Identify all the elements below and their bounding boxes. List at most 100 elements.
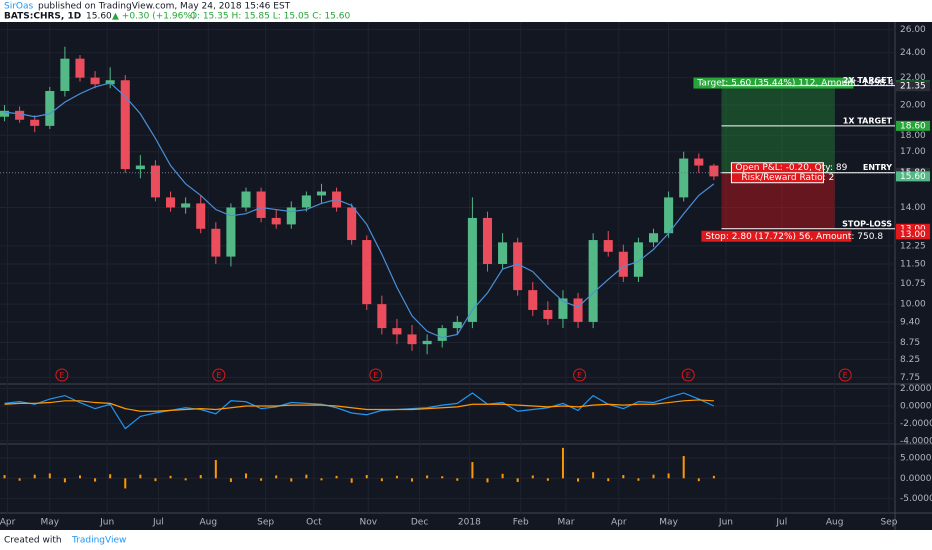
candle-body — [679, 158, 689, 198]
x-tick-label: Sep — [880, 518, 897, 528]
candle-body — [30, 119, 40, 126]
author[interactable]: SirOas — [4, 2, 34, 12]
histogram-bar — [546, 478, 549, 481]
histogram-bar — [63, 478, 66, 483]
histogram-bar — [607, 478, 610, 482]
y-tick-label: 11.50 — [900, 259, 926, 269]
histogram-bar — [516, 478, 519, 482]
price-tag-label: 18.60 — [900, 121, 926, 131]
histogram-bar — [94, 478, 97, 482]
histogram-bar — [229, 478, 232, 482]
price-tag — [896, 120, 930, 131]
histogram-bar — [275, 475, 278, 479]
y-tick-label: 18.00 — [900, 131, 926, 141]
header-bar — [0, 0, 932, 22]
histogram-bar — [154, 478, 157, 482]
x-tick-label: Apr — [611, 518, 627, 528]
histogram-bar — [652, 474, 655, 479]
y-tick-label: -5.0000 — [900, 494, 932, 504]
candle-body — [226, 207, 236, 257]
y-tick-label: 17.00 — [900, 147, 926, 157]
candle-body — [467, 217, 477, 322]
x-tick-label: May — [41, 518, 60, 528]
footer-brand[interactable]: TradingView — [71, 536, 126, 546]
candle-body — [558, 298, 568, 319]
histogram-bar — [124, 478, 127, 489]
histogram-bar — [320, 478, 323, 481]
price-tag — [896, 223, 930, 234]
target-label-box — [693, 77, 854, 89]
candle-body — [301, 195, 311, 208]
histogram-bar — [3, 475, 6, 479]
x-tick-label: Jul — [775, 518, 787, 528]
histogram-bar — [335, 475, 338, 479]
y-tick-label: -4.0000 — [900, 436, 932, 446]
earnings-marker — [369, 368, 383, 382]
price-tag — [896, 171, 930, 182]
histogram-bar — [245, 473, 248, 479]
candle-body — [452, 321, 462, 329]
x-tick-label: Nov — [359, 518, 377, 528]
y-tick-label: 0.0000 — [900, 474, 932, 484]
histogram-bar — [350, 478, 353, 483]
stop-label-box — [701, 230, 852, 242]
histogram-bar — [682, 455, 685, 479]
level-label: 1X TARGET — [843, 116, 893, 125]
candle-body — [166, 197, 176, 208]
x-tick-label: Jul — [152, 518, 164, 528]
candle-body — [241, 191, 251, 208]
histogram-bar — [577, 478, 580, 482]
candle-body — [362, 240, 372, 305]
histogram-bar — [637, 478, 640, 481]
candle-body — [15, 110, 25, 120]
histogram-bar — [441, 476, 444, 479]
histogram-bar — [456, 478, 459, 481]
x-tick-label: Aug — [826, 518, 844, 528]
line-series — [4, 392, 715, 430]
histogram-bar — [260, 478, 263, 481]
histogram-bar — [305, 474, 308, 479]
candle-body — [256, 191, 266, 218]
y-tick-label: 20.00 — [900, 101, 926, 111]
candle-body — [422, 340, 432, 345]
candle-body — [664, 197, 674, 234]
earnings-marker — [838, 368, 852, 382]
candle-body — [392, 328, 402, 335]
y-tick-label: 7.75 — [900, 373, 920, 383]
histogram-bar — [380, 478, 383, 482]
histogram-bar — [109, 474, 112, 479]
candle-body — [709, 165, 719, 177]
earnings-label: E — [216, 371, 221, 380]
x-tick-label: 2018 — [458, 518, 481, 528]
y-tick-label: 9.40 — [900, 317, 920, 327]
candle-body — [120, 80, 130, 170]
histogram-bar — [501, 473, 504, 479]
candle-body — [498, 242, 508, 264]
histogram-bar — [531, 475, 534, 479]
candle-body — [135, 165, 145, 170]
price-tag-label: 15.60 — [900, 172, 926, 182]
histogram-bar — [712, 475, 715, 479]
x-tick-label: Jun — [718, 518, 733, 528]
histogram-bar — [18, 478, 21, 481]
candle-body — [150, 165, 160, 198]
price-tag-label: 13.00 — [900, 224, 926, 234]
histogram-bar — [426, 475, 429, 479]
ohlc: O: 15.35 H: 15.85 L: 15.05 C: 15.60 — [190, 12, 350, 22]
y-tick-label: 5.0000 — [900, 453, 932, 463]
last-price: 15.60 — [86, 12, 112, 22]
candle-body — [482, 217, 493, 264]
x-tick-label: May — [659, 518, 678, 528]
candle-body — [528, 290, 538, 310]
price-tag — [896, 229, 930, 240]
histogram-bar — [667, 473, 670, 479]
line-series — [4, 82, 715, 339]
level-label: 2X TARGET — [843, 76, 893, 85]
x-tick-label: Feb — [513, 518, 529, 528]
histogram-bar — [290, 478, 293, 482]
candle-body — [648, 233, 659, 243]
candle-body — [347, 207, 357, 241]
candle-body — [181, 203, 191, 208]
histogram-bar — [486, 478, 489, 483]
